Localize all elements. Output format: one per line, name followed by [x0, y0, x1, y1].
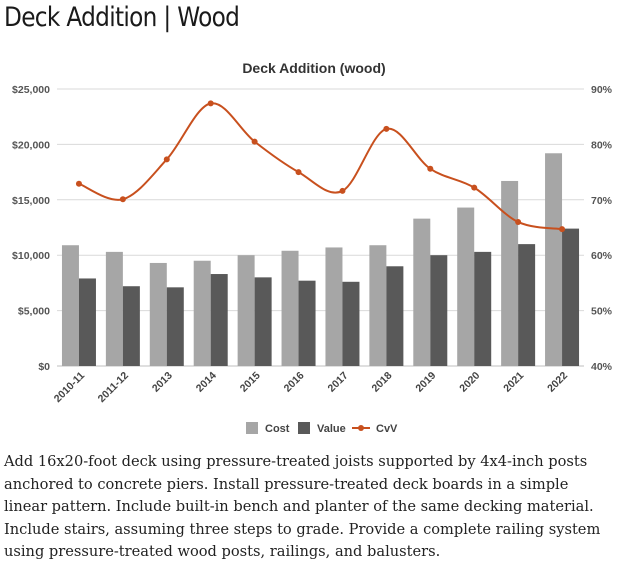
x-tick-label: 2010-11 — [52, 370, 87, 405]
cvv-point — [295, 169, 302, 176]
cvv-point — [339, 187, 346, 194]
x-axis-labels: 2010-11 2011-12 2013 2014 2015 2016 2017 2018 20… — [52, 370, 571, 405]
cvv-point — [383, 125, 390, 132]
value-bar — [122, 286, 140, 366]
x-tick-label: 2011-12 — [96, 370, 131, 405]
left-tick-label: $10,000 — [12, 250, 50, 262]
right-tick-label: 50% — [591, 306, 613, 318]
cvv-point — [471, 184, 478, 191]
value-bar — [430, 255, 448, 366]
legend-label-cvv: CvV — [376, 423, 398, 435]
value-bar — [166, 287, 184, 366]
bar-series — [61, 153, 580, 366]
value-bar — [386, 266, 404, 366]
gridlines — [57, 88, 584, 367]
value-bar — [78, 278, 96, 366]
value-bar — [298, 280, 316, 366]
cost-bar — [325, 247, 343, 366]
cvv-point — [75, 180, 82, 187]
cvv-point — [559, 226, 566, 233]
chart-title: Deck Addition (wood) — [242, 60, 385, 76]
cvv-point — [427, 165, 434, 172]
value-bar — [210, 274, 228, 366]
cost-bar — [193, 260, 211, 366]
right-axis-labels: 40% 50% 60% 70% 80% 90% — [591, 84, 613, 373]
x-tick-label: 2020 — [457, 370, 482, 395]
cost-bar — [369, 245, 387, 366]
x-tick-label: 2017 — [326, 370, 351, 395]
cost-bar — [105, 251, 123, 366]
cvv-point — [163, 156, 170, 163]
value-bar — [518, 244, 536, 366]
left-tick-label: $25,000 — [12, 84, 50, 96]
legend-marker-cvv — [358, 425, 364, 431]
cost-bar — [61, 245, 79, 366]
cost-bar — [413, 218, 431, 366]
left-axis-labels: $0 $5,000 $10,000 $15,000 $20,000 $25,000 — [12, 84, 50, 373]
right-tick-label: 60% — [591, 250, 613, 262]
legend-label-cost: Cost — [265, 423, 290, 435]
chart-legend: Cost Value CvV — [246, 422, 398, 435]
left-tick-label: $15,000 — [12, 195, 50, 207]
description-text: Add 16x20-foot deck using pressure-treat… — [4, 453, 601, 561]
legend-label-value: Value — [317, 423, 346, 435]
cost-bar — [149, 262, 167, 366]
x-tick-label: 2013 — [150, 370, 175, 395]
value-bar — [562, 228, 580, 366]
cvv-point — [515, 218, 522, 225]
left-tick-label: $0 — [38, 361, 50, 373]
value-bar — [254, 277, 272, 366]
x-tick-label: 2022 — [545, 370, 570, 395]
deck-description: Add 16x20-foot deck using pressure-treat… — [4, 451, 616, 564]
x-tick-label: 2021 — [501, 370, 526, 395]
x-tick-label: 2015 — [238, 370, 263, 395]
cost-bar — [545, 153, 563, 366]
right-tick-label: 40% — [591, 361, 613, 373]
value-bar — [342, 281, 360, 366]
right-tick-label: 80% — [591, 139, 613, 151]
cost-bar — [501, 180, 519, 366]
cost-bar — [457, 207, 475, 366]
left-tick-label: $20,000 — [12, 139, 50, 151]
right-tick-label: 70% — [591, 195, 613, 207]
legend-swatch-cost — [246, 422, 258, 434]
legend-swatch-value — [298, 422, 310, 434]
left-tick-label: $5,000 — [18, 306, 50, 318]
cvv-point — [251, 138, 258, 145]
x-tick-label: 2019 — [413, 370, 438, 395]
cvv-line — [78, 102, 563, 231]
cvv-point — [207, 100, 214, 107]
page-title: Deck Addition | Wood — [4, 2, 240, 33]
right-tick-label: 90% — [591, 84, 613, 96]
cost-bar — [281, 250, 299, 366]
deck-addition-chart: Deck Addition (wood) $0 $5,000 $10,000 $15,… — [12, 60, 613, 435]
value-bar — [474, 251, 492, 366]
x-tick-label: 2018 — [369, 370, 394, 395]
x-tick-label: 2014 — [194, 370, 219, 395]
cost-bar — [237, 255, 255, 366]
cvv-point — [119, 196, 126, 203]
x-tick-label: 2016 — [282, 370, 307, 395]
cvv-line-series — [75, 100, 566, 233]
